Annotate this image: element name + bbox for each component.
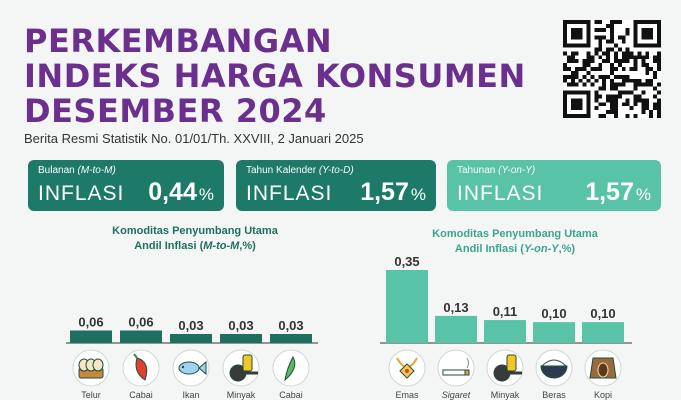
page-title: PERKEMBANGAN INDEKS HARGA KONSUMEN DESEM… <box>24 24 554 129</box>
category-label: Sigaret <box>442 390 471 400</box>
card-monthly-inflation: Bulanan (M-to-M) INFLASI 0,44% <box>28 160 224 211</box>
card-value: 1,57% <box>360 178 426 206</box>
green-chili-icon <box>272 349 310 387</box>
category-label: Beras <box>542 390 566 400</box>
cooking-oil-icon <box>222 349 260 387</box>
card-label: Bulanan (M-to-M) <box>38 165 116 176</box>
egg-basket-icon <box>72 349 110 387</box>
chili-icon <box>122 349 160 387</box>
category-label: Telur <box>81 390 101 400</box>
bar-value-label: 0,03 <box>178 318 203 333</box>
chart-title-yoy: Komoditas Penyumbang Utama Andil Inflasi… <box>432 228 598 255</box>
cooking-oil-icon <box>486 349 524 387</box>
coffee-sack-icon <box>584 349 622 387</box>
category-label: Emas <box>395 390 419 400</box>
rice-bowl-icon <box>535 349 573 387</box>
cigarette-icon <box>437 349 475 387</box>
card-value: 0,44% <box>148 178 214 206</box>
chart-bar <box>70 330 112 343</box>
chart-bar <box>435 315 477 343</box>
category-label: Minyak <box>227 390 256 400</box>
chart-bar <box>120 330 162 343</box>
bar-value-label: 0,11 <box>493 304 518 319</box>
chart-bar <box>386 270 428 343</box>
card-kind: INFLASI <box>246 182 333 205</box>
subtitle: Berita Resmi Statistik No. 01/01/Th. XXV… <box>24 131 364 146</box>
bar-value-label: 0,03 <box>278 318 303 333</box>
card-label: Tahunan (Y-on-Y) <box>457 165 536 176</box>
bar-value-label: 0,13 <box>443 300 468 315</box>
card-yoy-inflation: Tahunan (Y-on-Y) INFLASI 1,57% <box>447 160 661 211</box>
category-label: Cabai <box>279 390 303 400</box>
chart-bar <box>533 322 575 343</box>
card-value: 1,57% <box>585 178 651 206</box>
bar-value-label: 0,06 <box>78 314 103 329</box>
card-ytd-inflation: Tahun Kalender (Y-to-D) INFLASI 1,57% <box>236 160 436 211</box>
chart-bar <box>582 322 624 343</box>
card-label: Tahun Kalender (Y-to-D) <box>246 165 354 176</box>
card-kind: INFLASI <box>457 182 544 205</box>
chart-bar <box>170 334 212 343</box>
chart-bar <box>270 334 312 343</box>
category-label: Minyak <box>491 390 520 400</box>
bar-value-label: 0,03 <box>228 318 253 333</box>
bar-value-label: 0,06 <box>128 314 153 329</box>
category-label: Kopi <box>594 390 612 400</box>
bar-value-label: 0,35 <box>394 254 419 269</box>
bar-value-label: 0,10 <box>590 306 615 321</box>
fish-icon <box>172 349 210 387</box>
chart-bar <box>220 334 262 343</box>
category-label: Cabai <box>129 390 153 400</box>
title-line-3: DESEMBER 2024 <box>24 92 327 130</box>
card-kind: INFLASI <box>38 182 125 205</box>
category-label: Ikan <box>182 390 199 400</box>
gold-jewelry-icon <box>388 349 426 387</box>
chart-bar <box>484 320 526 343</box>
bar-value-label: 0,10 <box>541 306 566 321</box>
chart-title-mtm: Komoditas Penyumbang Utama Andil Inflasi… <box>112 225 278 252</box>
title-line-2: INDEKS HARGA KONSUMEN <box>24 57 526 95</box>
qr-code-icon[interactable] <box>563 20 661 118</box>
title-line-1: PERKEMBANGAN <box>24 22 333 60</box>
